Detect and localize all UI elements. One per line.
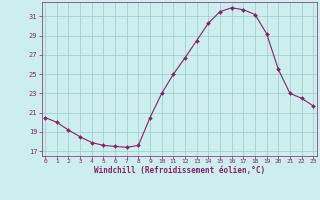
- X-axis label: Windchill (Refroidissement éolien,°C): Windchill (Refroidissement éolien,°C): [94, 166, 265, 175]
